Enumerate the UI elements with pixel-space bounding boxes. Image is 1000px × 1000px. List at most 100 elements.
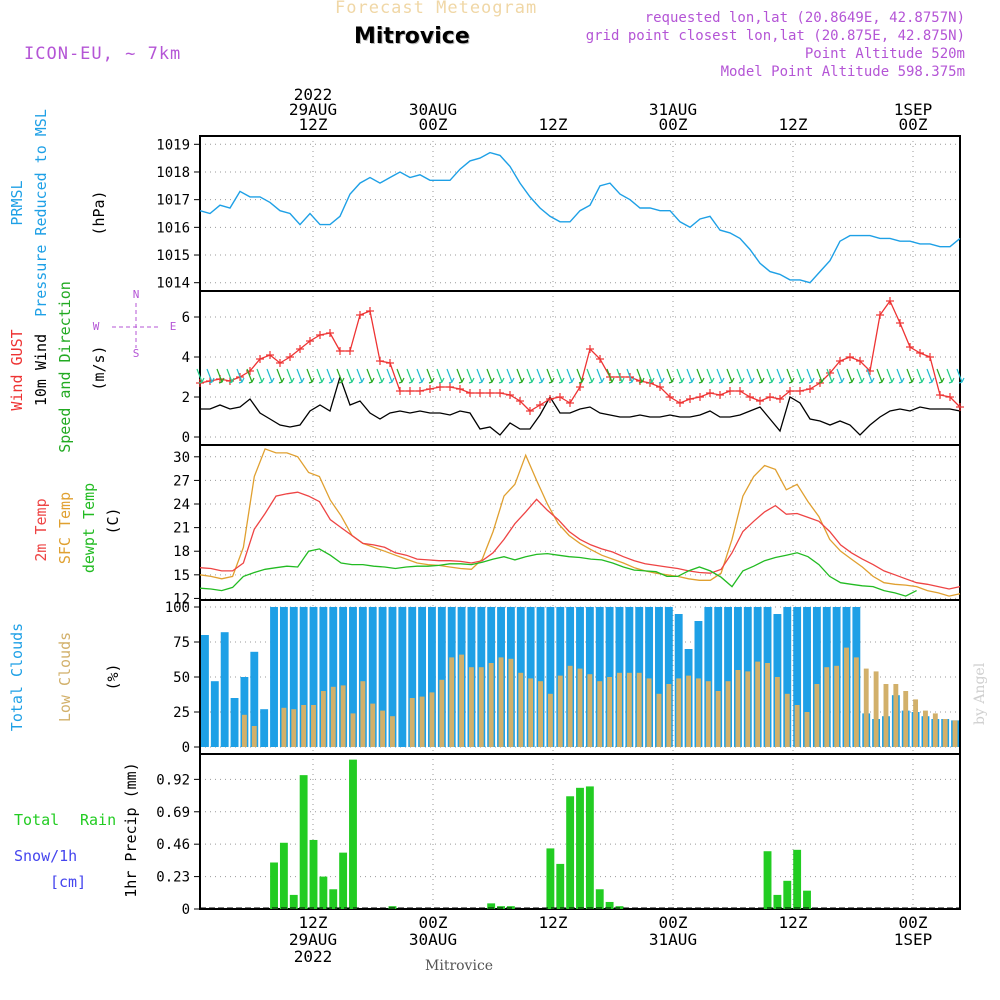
compass-n: N [133, 288, 140, 301]
precip-unit: 1hr Precip (mm) [122, 762, 140, 897]
precip-snow-label: Snow/1h [14, 847, 77, 865]
gust-marker [256, 355, 264, 363]
wind-arrow-head [838, 377, 845, 384]
wind-direction-arrow [526, 368, 535, 384]
wind-arrow-head [808, 377, 815, 384]
wind-arrow-shaft [196, 368, 203, 383]
low-cloud-bar [942, 719, 948, 747]
wind-direction-arrow [536, 368, 545, 384]
wind-direction-arrow [396, 368, 405, 384]
wind-direction-arrow [296, 368, 305, 384]
precip-cm-label: [cm] [50, 873, 86, 891]
dewpt-line [199, 548, 917, 597]
gust-marker [306, 337, 314, 345]
wind-arrow-shaft [656, 368, 663, 383]
wind-arrow-shaft [956, 368, 963, 383]
low-cloud-bar [814, 684, 820, 747]
wind-direction-arrow [216, 368, 225, 384]
low-cloud-bar [607, 677, 613, 747]
low-cloud-bar [873, 671, 879, 747]
wind-arrow-shaft [516, 368, 523, 383]
precip-bar [289, 894, 298, 909]
low-cloud-bar [459, 654, 464, 747]
low-cloud-bar [725, 681, 731, 747]
gust-marker [706, 389, 714, 397]
pressure-unit: (hPa) [90, 190, 108, 235]
gust-marker [796, 387, 804, 395]
requested-coords: requested lon,lat (20.8649E, 42.8757N) [644, 10, 965, 26]
low-cloud-bar [765, 663, 770, 747]
wind-arrow-shaft [546, 368, 553, 383]
ytick-label-temperature-3: 21 [173, 521, 190, 537]
wind-arrow-head [288, 377, 295, 384]
gust-marker [836, 357, 844, 365]
total-cloud-bar [704, 607, 713, 747]
wind-direction-arrow [506, 368, 515, 384]
wind-arrow-shaft [286, 368, 293, 383]
compass-e: E [170, 320, 177, 333]
low-cloud-bar [903, 691, 909, 747]
precip-bar [576, 787, 584, 909]
wind-arrow-head [668, 377, 675, 384]
wind-arrow-head [718, 377, 725, 384]
gust-marker [576, 383, 584, 391]
gust-marker [446, 383, 454, 391]
wind-arrow-shaft [566, 368, 573, 383]
wind-arrow-shaft [306, 368, 313, 383]
wind-arrow-head [778, 377, 785, 384]
wind-arrow-shaft [916, 368, 923, 383]
precip-bar [803, 890, 811, 909]
low-cloud-bar [784, 693, 790, 747]
low-cloud-bar [626, 672, 632, 747]
wind-arrow-head [658, 377, 665, 384]
low-cloud-bar [597, 681, 603, 747]
wind-direction-arrow [646, 368, 655, 384]
ytick-label-temperature-0: 12 [173, 591, 190, 607]
wind-unit: (m/s) [90, 345, 108, 390]
wind-direction-arrow [276, 368, 285, 384]
wind-arrow-shaft [396, 368, 403, 383]
wind-direction-arrow [436, 368, 445, 384]
panel-frame-pressure [199, 135, 961, 292]
wind-arrow-head [398, 377, 405, 384]
ytick-label-pressure-3: 1017 [156, 193, 190, 209]
wind-direction-arrow [306, 368, 315, 384]
wind-arrow-shaft [526, 368, 533, 383]
low-cloud-bar [409, 698, 415, 747]
wind-arrow-shaft [406, 368, 413, 383]
gust-marker [416, 387, 424, 395]
ytick-label-clouds-1: 25 [173, 705, 190, 721]
wind-arrow-head [848, 377, 855, 384]
total-cloud-bar [526, 607, 535, 747]
precip-bar [319, 876, 328, 909]
bottom-time-label-4-0: 12Z [779, 913, 808, 932]
total-cloud-bar [546, 607, 555, 747]
wind-arrow-shaft [276, 368, 283, 383]
wind-arrow-shaft [466, 368, 473, 383]
wind-arrow-shaft [496, 368, 503, 383]
wind-direction-arrow [866, 368, 875, 384]
wind-arrow-head [488, 377, 495, 384]
gust-marker [916, 349, 924, 357]
top-time-label-2-0: 12Z [539, 115, 568, 134]
gust-marker [856, 357, 864, 365]
sfc-temp-line [199, 448, 961, 597]
low-cloud-bar [340, 685, 346, 747]
precip-bar [585, 786, 594, 909]
wind-arrow-shaft [316, 368, 323, 383]
low-cloud-bar [735, 670, 741, 747]
total-cloud-bar [349, 607, 357, 747]
total-cloud-bar [793, 607, 802, 747]
pressure-line [199, 151, 961, 284]
gust-marker [656, 383, 664, 391]
gust-marker [726, 387, 734, 395]
wind-arrow-shaft [636, 368, 643, 383]
gust-marker [526, 407, 534, 415]
total-cloud-bar [664, 607, 673, 747]
low-cloud-bar [281, 707, 287, 747]
wind-arrow-shaft [416, 368, 423, 383]
wind-arrow-shaft [256, 368, 263, 383]
wind-arrow-shaft [826, 368, 833, 383]
wind-direction-arrow [686, 368, 695, 384]
gust-marker [846, 353, 854, 361]
